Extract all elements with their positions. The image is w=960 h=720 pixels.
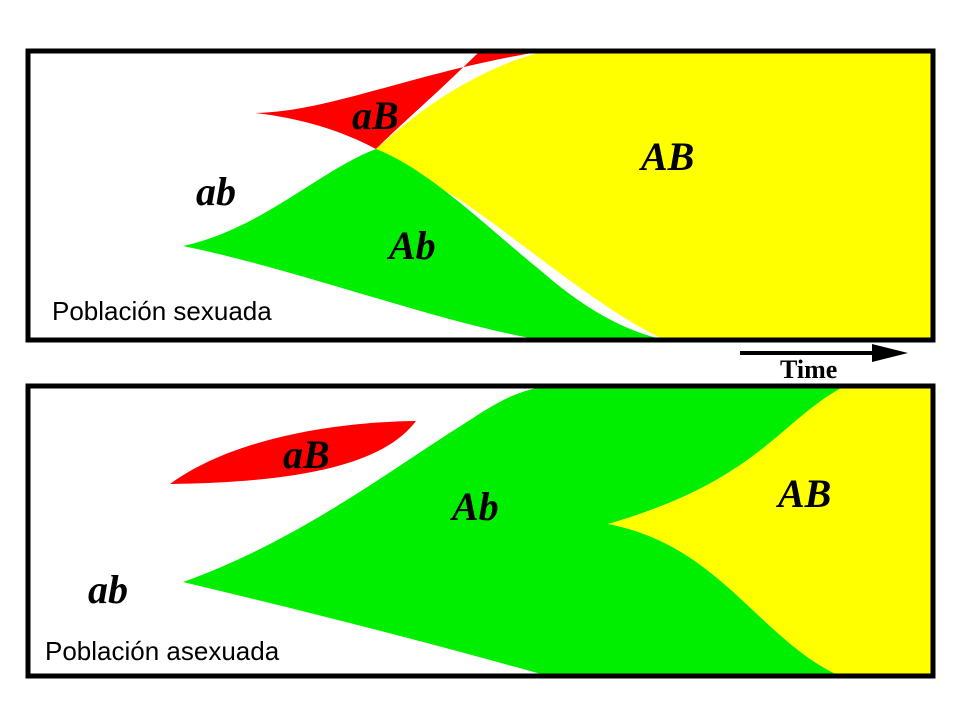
asexual-population-panel: aB AB Ab ab Población asexuada: [25, 383, 936, 679]
time-label: Time: [780, 355, 837, 384]
asexual-label-ab: ab: [88, 567, 128, 612]
asexual-label-Ab: Ab: [449, 484, 499, 529]
asexual-Ab-region: [183, 386, 845, 676]
right-arrow-icon: [872, 344, 908, 362]
asexual-label-aB: aB: [283, 432, 330, 477]
sexual-label-Ab: Ab: [386, 223, 436, 268]
sexual-label-AB: AB: [638, 134, 694, 179]
sexual-label-ab: ab: [196, 169, 236, 214]
sexual-panel-frame: [25, 48, 936, 343]
sexual-AB-region: [376, 51, 933, 340]
asexual-panel-frame: [25, 383, 936, 679]
asexual-label-AB: AB: [775, 471, 831, 516]
asexual-AB-region: [608, 386, 933, 676]
asexual-aB-region: [170, 421, 416, 484]
sexual-panel-caption: Población sexuada: [52, 296, 272, 326]
sexual-aB-region: [255, 51, 545, 149]
sexual-Ab-region: [183, 149, 665, 340]
sexual-population-panel: aB AB ab Ab Población sexuada: [25, 48, 936, 343]
asexual-panel-caption: Población asexuada: [45, 636, 280, 666]
sexual-label-aB: aB: [352, 93, 399, 138]
time-axis: Time: [740, 344, 908, 384]
